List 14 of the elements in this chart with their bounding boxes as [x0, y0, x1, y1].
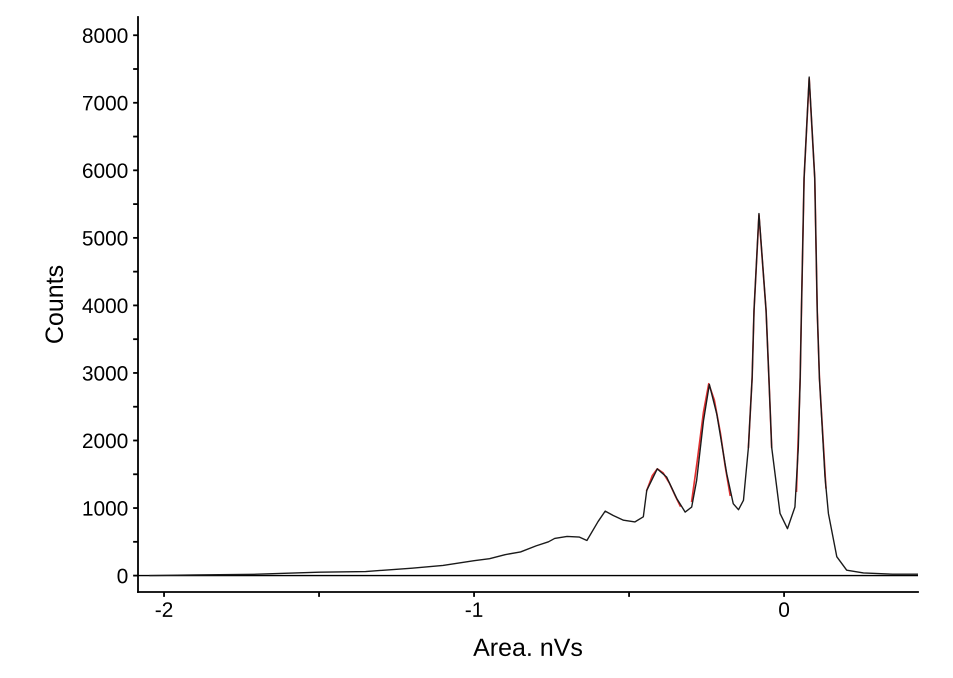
y-tick-label: 5000 — [82, 230, 128, 246]
x-tick-label: 0 — [779, 602, 790, 618]
y-tick-label: 7000 — [83, 96, 128, 111]
x-tick-label: -2 — [156, 602, 172, 617]
x-tick-label: -1 — [466, 602, 482, 617]
y-tick-label: 2000 — [82, 434, 128, 448]
y-tick-label: 8000 — [82, 28, 128, 43]
x-axis-title: Area. nVs — [473, 638, 582, 656]
y-tick-label: 1000 — [84, 501, 128, 516]
y-tick-label: 4000 — [82, 298, 128, 314]
y-tick-label: 3000 — [82, 366, 128, 381]
y-axis-title: Counts — [45, 266, 64, 343]
y-tick-label: 0 — [118, 568, 128, 584]
y-tick-label: 6000 — [82, 163, 128, 178]
